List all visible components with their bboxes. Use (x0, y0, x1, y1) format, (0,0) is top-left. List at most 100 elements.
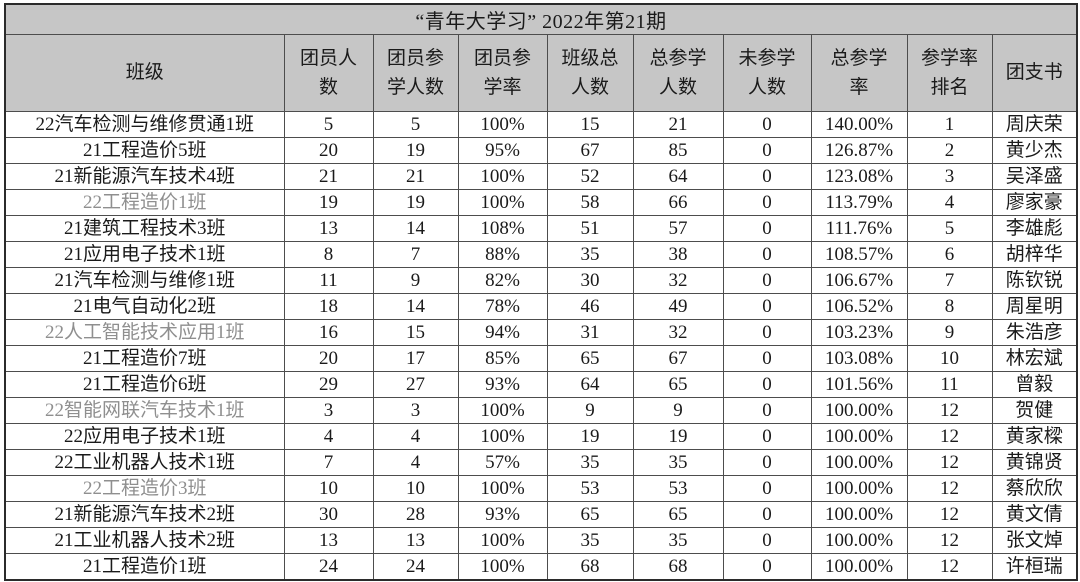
cell-member-rate: 95% (457, 137, 548, 164)
cell-total-participants: 32 (632, 319, 724, 346)
cell-non-participants: 0 (722, 397, 812, 424)
column-header-class-name: 班级 (4, 34, 285, 112)
table-row: 22工业机器人技术1班 7 4 57% 35 35 0 100.00% 12 黄锦贤 (4, 449, 1078, 476)
cell-member-rate: 100% (457, 189, 548, 216)
cell-secretary: 朱浩彦 (991, 319, 1078, 346)
cell-non-participants: 0 (722, 371, 812, 398)
column-header-class-total: 班级总 人数 (546, 34, 634, 112)
cell-secretary: 黄文倩 (991, 501, 1078, 528)
cell-total-rate: 140.00% (810, 111, 908, 138)
cell-member-count: 5 (283, 111, 374, 138)
cell-total-participants: 49 (632, 293, 724, 320)
cell-member-count: 13 (283, 215, 374, 242)
cell-member-rate: 93% (457, 501, 548, 528)
cell-class-name: 21电气自动化2班 (4, 293, 285, 320)
table-row: 21新能源汽车技术4班 21 21 100% 52 64 0 123.08% 3 吴泽盛 (4, 163, 1078, 190)
cell-total-participants: 35 (632, 449, 724, 476)
table-row: 22工程造价3班 10 10 100% 53 53 0 100.00% 12 蔡欣欣 (4, 475, 1078, 502)
table-row: 22工程造价1班 19 19 100% 58 66 0 113.79% 4 廖家豪 (4, 189, 1078, 216)
cell-non-participants: 0 (722, 501, 812, 528)
cell-member-participants: 9 (372, 267, 459, 294)
cell-total-rate: 113.79% (810, 189, 908, 216)
cell-member-participants: 27 (372, 371, 459, 398)
cell-non-participants: 0 (722, 111, 812, 138)
cell-total-participants: 19 (632, 423, 724, 450)
cell-secretary: 廖家豪 (991, 189, 1078, 216)
cell-non-participants: 0 (722, 449, 812, 476)
column-header-non-participants: 未参学 人数 (722, 34, 812, 112)
cell-class-name: 21工程造价5班 (4, 137, 285, 164)
table-row: 21工程造价6班 29 27 93% 64 65 0 101.56% 11 曾毅 (4, 371, 1078, 398)
cell-total-rate: 100.00% (810, 397, 908, 424)
cell-class-total: 58 (546, 189, 634, 216)
cell-class-name: 22智能网联汽车技术1班 (4, 397, 285, 424)
cell-member-count: 30 (283, 501, 374, 528)
column-header-member-rate: 团员参 学率 (457, 34, 548, 112)
cell-class-total: 46 (546, 293, 634, 320)
cell-class-total: 53 (546, 475, 634, 502)
cell-member-rate: 100% (457, 397, 548, 424)
cell-member-count: 16 (283, 319, 374, 346)
column-header-secretary: 团支书 (991, 34, 1078, 112)
header-row: 班级 团员人 数团员参 学人数 团员参 学率 班级总 人数 总参学 人数 未参学 人数 总参… (4, 34, 1078, 112)
cell-total-rate: 101.56% (810, 371, 908, 398)
cell-secretary: 林宏斌 (991, 345, 1078, 372)
cell-member-participants: 10 (372, 475, 459, 502)
cell-total-participants: 35 (632, 527, 724, 554)
cell-member-participants: 13 (372, 527, 459, 554)
table-row: 21应用电子技术1班 8 7 88% 35 38 0 108.57% 6 胡梓华 (4, 241, 1078, 268)
cell-non-participants: 0 (722, 215, 812, 242)
cell-member-count: 4 (283, 423, 374, 450)
cell-class-name: 22工程造价3班 (4, 475, 285, 502)
cell-secretary: 胡梓华 (991, 241, 1078, 268)
cell-member-participants: 5 (372, 111, 459, 138)
cell-member-participants: 14 (372, 215, 459, 242)
cell-class-total: 52 (546, 163, 634, 190)
cell-secretary: 曾毅 (991, 371, 1078, 398)
column-header-total-participants: 总参学 人数 (632, 34, 724, 112)
cell-total-rate: 100.00% (810, 553, 908, 581)
cell-total-rate: 100.00% (810, 475, 908, 502)
table-row: 22汽车检测与维修贯通1班 5 5 100% 15 21 0 140.00% 1 周庆荣 (4, 111, 1078, 138)
cell-class-total: 67 (546, 137, 634, 164)
cell-member-rate: 82% (457, 267, 548, 294)
cell-total-rate: 100.00% (810, 501, 908, 528)
cell-class-name: 22人工智能技术应用1班 (4, 319, 285, 346)
cell-rate-rank: 12 (906, 397, 993, 424)
cell-member-count: 29 (283, 371, 374, 398)
cell-total-participants: 67 (632, 345, 724, 372)
cell-member-participants: 24 (372, 553, 459, 581)
cell-rate-rank: 7 (906, 267, 993, 294)
cell-total-participants: 64 (632, 163, 724, 190)
cell-member-count: 7 (283, 449, 374, 476)
column-header-rate-rank: 参学率 排名 (906, 34, 993, 112)
cell-class-total: 30 (546, 267, 634, 294)
cell-class-total: 15 (546, 111, 634, 138)
cell-secretary: 周庆荣 (991, 111, 1078, 138)
cell-rate-rank: 11 (906, 371, 993, 398)
cell-rate-rank: 1 (906, 111, 993, 138)
cell-class-total: 51 (546, 215, 634, 242)
cell-total-participants: 57 (632, 215, 724, 242)
cell-member-rate: 85% (457, 345, 548, 372)
table-row: 21工业机器人技术2班 13 13 100% 35 35 0 100.00% 12 张文焯 (4, 527, 1078, 554)
cell-class-total: 31 (546, 319, 634, 346)
cell-class-name: 21汽车检测与维修1班 (4, 267, 285, 294)
cell-member-participants: 14 (372, 293, 459, 320)
cell-total-rate: 126.87% (810, 137, 908, 164)
cell-total-participants: 65 (632, 371, 724, 398)
cell-member-count: 3 (283, 397, 374, 424)
cell-total-rate: 123.08% (810, 163, 908, 190)
cell-total-rate: 100.00% (810, 423, 908, 450)
cell-class-name: 21工业机器人技术2班 (4, 527, 285, 554)
cell-class-total: 9 (546, 397, 634, 424)
cell-class-total: 35 (546, 241, 634, 268)
cell-total-participants: 85 (632, 137, 724, 164)
table-row: 21汽车检测与维修1班 11 9 82% 30 32 0 106.67% 7 陈钦锐 (4, 267, 1078, 294)
cell-member-rate: 100% (457, 553, 548, 581)
cell-member-participants: 28 (372, 501, 459, 528)
cell-class-total: 35 (546, 527, 634, 554)
cell-member-count: 19 (283, 189, 374, 216)
cell-member-rate: 108% (457, 215, 548, 242)
table-row: 21工程造价7班 20 17 85% 65 67 0 103.08% 10 林宏斌 (4, 345, 1078, 372)
